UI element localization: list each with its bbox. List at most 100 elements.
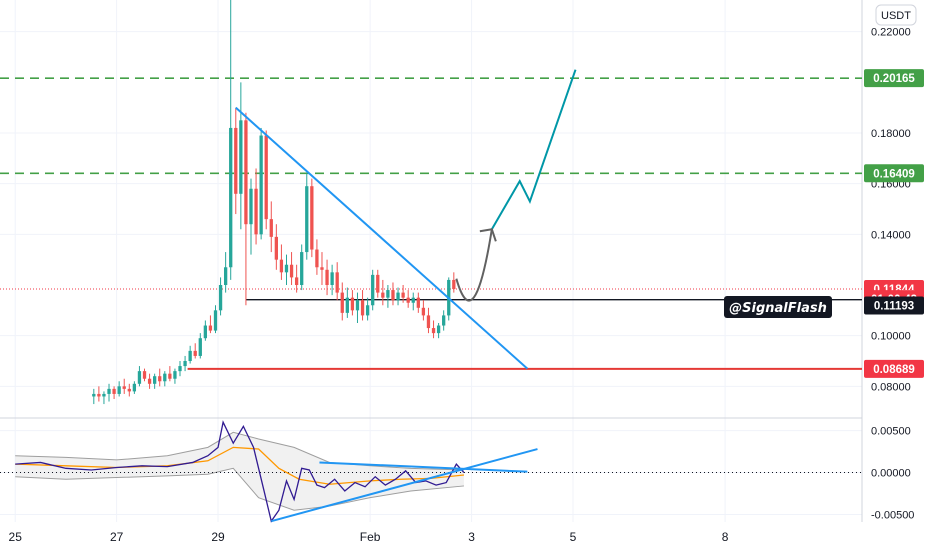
- osc-band-fill: [15, 432, 464, 511]
- candle-up: [137, 371, 142, 384]
- price-badge: [864, 296, 924, 315]
- candle-down: [269, 219, 273, 237]
- candle-down: [426, 315, 431, 329]
- candle-up: [330, 272, 334, 285]
- candle-down: [193, 350, 197, 356]
- candle-down: [310, 186, 314, 250]
- osc-band-upper: [15, 431, 464, 471]
- candle-down: [97, 393, 101, 397]
- price-tick-label: 0.18000: [871, 128, 911, 140]
- candle-down: [279, 259, 284, 273]
- candle-up: [284, 264, 289, 273]
- candle-up: [213, 310, 218, 331]
- candle-up: [355, 300, 360, 311]
- candle-down: [325, 269, 329, 285]
- price-badge-label: 0.20165: [873, 73, 915, 85]
- curved-arrow: [455, 229, 493, 302]
- time-tick-label: 8: [722, 530, 729, 544]
- candle-down: [315, 249, 319, 268]
- time-tick-label: 5: [570, 530, 577, 544]
- candle-down: [406, 297, 410, 303]
- candle-up: [249, 188, 253, 225]
- candle-up: [188, 350, 192, 361]
- candle-down: [431, 328, 436, 334]
- candle-down: [335, 272, 339, 293]
- candle-up: [396, 292, 400, 301]
- candle-down: [401, 292, 405, 298]
- candle-up: [411, 297, 415, 303]
- candle-down: [289, 264, 294, 278]
- candle-up: [132, 383, 137, 392]
- price-badge: [864, 359, 924, 378]
- candle-up: [107, 388, 111, 394]
- candle-down: [208, 325, 213, 331]
- candle-down: [350, 297, 355, 311]
- candle-up: [153, 376, 157, 384]
- oscillator-pane: [0, 420, 862, 523]
- candle-down: [340, 292, 344, 313]
- candle-down: [254, 188, 258, 235]
- candle-down: [234, 127, 238, 194]
- candle-down: [452, 279, 456, 290]
- candle-down: [122, 386, 126, 389]
- candle-down: [320, 267, 324, 270]
- time-tick-label: 25: [9, 530, 23, 544]
- candle-up: [300, 252, 304, 285]
- candle-down: [142, 371, 147, 379]
- candle-down: [274, 236, 278, 260]
- osc-band-lower: [15, 467, 465, 511]
- candle-down: [147, 378, 152, 384]
- candle-up: [436, 325, 441, 334]
- price-tick-label: 0.10000: [871, 331, 911, 343]
- candle-up: [203, 325, 208, 339]
- candle-down: [391, 290, 395, 301]
- watermark-text: @SignalFlash: [729, 301, 827, 316]
- time-axis: 25 27 29 Feb 3 5 8: [9, 530, 729, 544]
- osc-tick-label: 0.00500: [871, 426, 911, 438]
- price-badge: [864, 69, 924, 88]
- descending-trendline: [235, 106, 529, 370]
- candle-up: [371, 274, 375, 306]
- candle-up: [345, 297, 349, 313]
- projection-up: [490, 69, 577, 230]
- candle-up: [386, 290, 390, 298]
- candle-down: [112, 388, 116, 394]
- candle-up: [92, 393, 96, 397]
- osc-tick-label: 0.00000: [871, 468, 911, 480]
- candle-up: [223, 267, 228, 285]
- price-badges: 0.201650.164090.1184401:06:430.111930.08…: [864, 69, 924, 378]
- candle-down: [360, 300, 365, 316]
- candle-down: [158, 376, 162, 382]
- time-tick-label: Feb: [360, 530, 381, 544]
- candle-down: [127, 388, 131, 392]
- candle-down: [294, 277, 299, 285]
- candle-down: [416, 297, 420, 308]
- currency-label[interactable]: USDT: [875, 4, 917, 26]
- osc-trendline: [271, 448, 538, 523]
- price-badge: [864, 164, 924, 183]
- time-tick-label: 3: [468, 530, 475, 544]
- candle-up: [365, 305, 370, 316]
- currency-label-text: USDT: [881, 10, 911, 22]
- osc-tick-label: -0.00500: [871, 509, 914, 521]
- osc-trendline: [319, 461, 528, 473]
- candle-up: [442, 315, 446, 326]
- price-badge-label: 0.16409: [873, 168, 915, 180]
- drawings: [235, 69, 577, 370]
- candle-up: [229, 127, 233, 268]
- time-tick-label: 27: [110, 530, 124, 544]
- candle-up: [239, 120, 243, 194]
- candle-down: [264, 135, 268, 220]
- watermark-badge: @SignalFlash: [724, 296, 832, 318]
- price-badge-label: 0.08689: [873, 364, 915, 376]
- candle-down: [381, 292, 385, 298]
- price-tick-label: 0.14000: [871, 229, 911, 241]
- candle-up: [163, 373, 167, 382]
- candle-up: [218, 285, 223, 311]
- candle-up: [178, 366, 182, 372]
- candles: [92, 0, 456, 405]
- candle-up: [198, 338, 202, 356]
- price-badge-label: 0.11193: [874, 300, 914, 312]
- osc-main-line: [15, 420, 465, 523]
